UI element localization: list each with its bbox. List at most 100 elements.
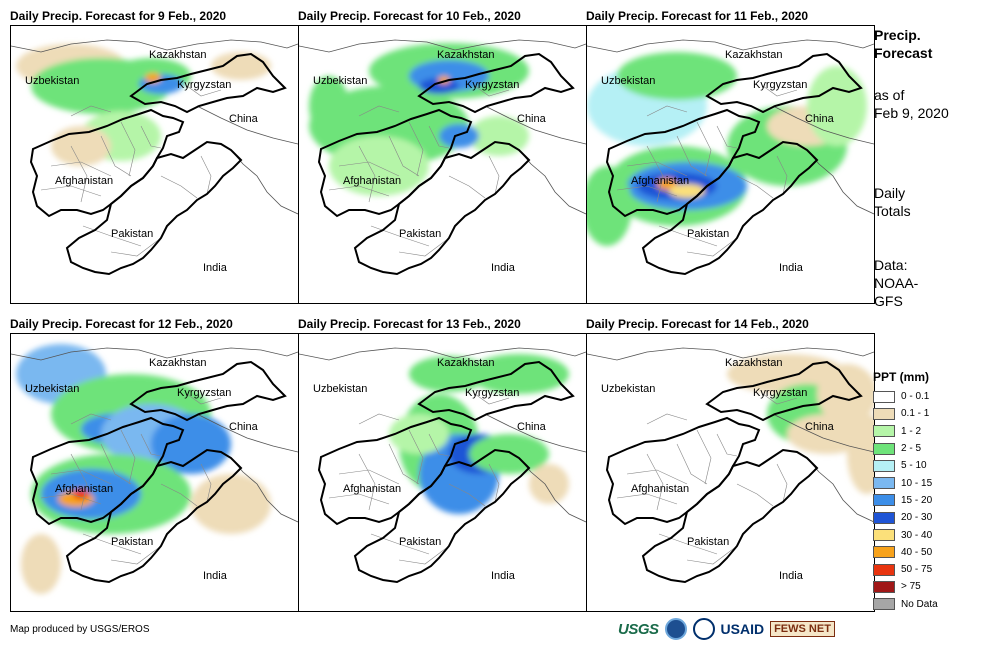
region-outline bbox=[705, 360, 863, 422]
precip-field bbox=[16, 44, 271, 166]
legend-title: PPT (mm) bbox=[873, 370, 930, 384]
province-border bbox=[448, 175, 486, 199]
province-border bbox=[488, 155, 500, 195]
country-border bbox=[484, 413, 586, 453]
country-label-china: China bbox=[517, 421, 547, 433]
legend-label: 40 - 50 bbox=[901, 546, 933, 558]
precip-field bbox=[16, 344, 271, 594]
country-label-india: India bbox=[779, 570, 804, 582]
province-border bbox=[200, 155, 212, 195]
precip-area bbox=[669, 184, 705, 198]
province-border bbox=[388, 135, 420, 177]
province-border bbox=[658, 533, 718, 555]
legend-label: 20 - 30 bbox=[901, 512, 933, 524]
country-border bbox=[772, 105, 874, 145]
province-border bbox=[448, 483, 486, 507]
province-border bbox=[140, 433, 162, 457]
map-svg: Kazakhstan Uzbekistan Kyrgyzstan China Afgha… bbox=[299, 347, 586, 584]
precip-field bbox=[309, 43, 529, 196]
panel-title: Daily Precip. Forecast for 11 Feb., 2020 bbox=[586, 9, 809, 23]
country-label-uzbekistan: Uzbekistan bbox=[25, 75, 79, 87]
daily-totals-note: Daily Totals bbox=[874, 184, 911, 220]
precip-area bbox=[151, 414, 231, 474]
country-label-india: India bbox=[203, 262, 228, 274]
panel-title: Daily Precip. Forecast for 12 Feb., 2020 bbox=[10, 317, 233, 331]
province-border bbox=[398, 237, 450, 257]
legend-label: 1 - 2 bbox=[901, 425, 922, 437]
province-border bbox=[626, 469, 688, 485]
precip-map: Kazakhstan Uzbekistan Kyrgyzstan China Afgha… bbox=[10, 333, 299, 612]
province-border bbox=[776, 463, 788, 503]
precip-map: Kazakhstan Uzbekistan Kyrgyzstan China Afgha… bbox=[298, 25, 587, 304]
precip-map: Kazakhstan Uzbekistan Kyrgyzstan China Afgha… bbox=[10, 25, 299, 304]
region-outline bbox=[641, 140, 819, 276]
province-border bbox=[186, 85, 222, 97]
country-label-afghanistan: Afghanistan bbox=[631, 483, 689, 495]
country-label-kazakhstan: Kazakhstan bbox=[149, 357, 206, 369]
panel-title: Daily Precip. Forecast for 13 Feb., 2020 bbox=[298, 317, 521, 331]
legend-swatch bbox=[873, 442, 895, 455]
region-outline bbox=[641, 448, 819, 584]
country-label-kazakhstan: Kazakhstan bbox=[149, 49, 206, 61]
daily-line: Totals bbox=[874, 203, 911, 219]
precip-area bbox=[409, 356, 489, 392]
country-label-kyrgyzstan: Kyrgyzstan bbox=[177, 79, 231, 91]
as-of-date: as of Feb 9, 2020 bbox=[874, 86, 949, 122]
province-border bbox=[762, 85, 798, 97]
province-border bbox=[428, 125, 450, 149]
province-border bbox=[370, 533, 430, 555]
precip-area bbox=[807, 66, 867, 146]
country-label-kyrgyzstan: Kyrgyzstan bbox=[177, 387, 231, 399]
legend-label: 5 - 10 bbox=[901, 460, 927, 472]
heading-line: Precip. bbox=[874, 27, 921, 43]
province-border bbox=[328, 185, 390, 197]
region-outline bbox=[65, 140, 243, 276]
province-border bbox=[120, 121, 136, 177]
noaa-logo-icon bbox=[664, 618, 687, 640]
province-border bbox=[186, 393, 222, 405]
province-border bbox=[70, 105, 112, 117]
precip-area bbox=[817, 364, 874, 424]
province-border bbox=[50, 469, 112, 485]
province-border bbox=[616, 493, 678, 505]
country-label-pakistan: Pakistan bbox=[399, 536, 441, 548]
province-border bbox=[658, 225, 718, 247]
country-label-india: India bbox=[491, 570, 516, 582]
data-line: Data: bbox=[874, 257, 908, 273]
usgs-logo: USGS bbox=[618, 620, 659, 638]
logo-strip: USGS USAID FEWS NET bbox=[618, 618, 835, 640]
country-border bbox=[11, 347, 298, 361]
country-label-uzbekistan: Uzbekistan bbox=[601, 75, 655, 87]
legend: PPT (mm) 0 - 0.1 0.1 - 1 1 - 2 2 - 5 5 - 10 1… bbox=[873, 370, 938, 613]
legend-item: 50 - 75 bbox=[873, 561, 938, 578]
province-border bbox=[408, 121, 424, 177]
legend-items: 0 - 0.1 0.1 - 1 1 - 2 2 - 5 5 - 10 10 - 15 15 … bbox=[873, 388, 938, 613]
legend-label: No Data bbox=[901, 598, 938, 610]
map-svg: Kazakhstan Uzbekistan Kyrgyzstan China Afgha… bbox=[11, 39, 298, 276]
country-label-china: China bbox=[517, 113, 547, 125]
country-label-china: China bbox=[805, 421, 835, 433]
daily-line: Daily bbox=[874, 185, 906, 201]
precip-area bbox=[847, 414, 874, 494]
legend-swatch bbox=[873, 580, 895, 593]
province-border bbox=[474, 85, 510, 97]
province-border bbox=[358, 145, 376, 203]
province-border bbox=[358, 453, 376, 511]
region-outline bbox=[353, 140, 531, 276]
country-label-kazakhstan: Kazakhstan bbox=[725, 49, 782, 61]
precip-map: Kazakhstan Uzbekistan Kyrgyzstan China Afgha… bbox=[298, 333, 587, 612]
province-border bbox=[676, 135, 708, 177]
province-border bbox=[50, 161, 112, 177]
country-border bbox=[518, 457, 586, 523]
precip-area bbox=[191, 474, 271, 534]
legend-swatch bbox=[873, 407, 895, 420]
legend-swatch bbox=[873, 390, 895, 403]
province-border bbox=[160, 175, 198, 199]
province-border bbox=[686, 237, 738, 257]
precip-field bbox=[727, 354, 874, 494]
province-border bbox=[676, 443, 708, 485]
as-of-line: Feb 9, 2020 bbox=[874, 105, 949, 121]
province-border bbox=[716, 433, 738, 457]
country-border bbox=[484, 105, 586, 145]
precip-area bbox=[617, 52, 737, 100]
